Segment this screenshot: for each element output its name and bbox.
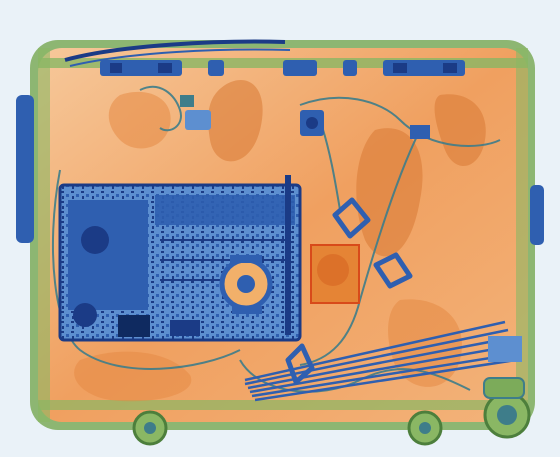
top-handle [64, 39, 286, 62]
small-electronic-module [180, 95, 430, 139]
circuit-board-device [58, 175, 302, 342]
wheels [132, 377, 531, 446]
spool-component [219, 255, 273, 314]
wire-bundle [244, 320, 522, 402]
top-clasps [100, 60, 465, 76]
dense-block-marked [310, 244, 360, 304]
